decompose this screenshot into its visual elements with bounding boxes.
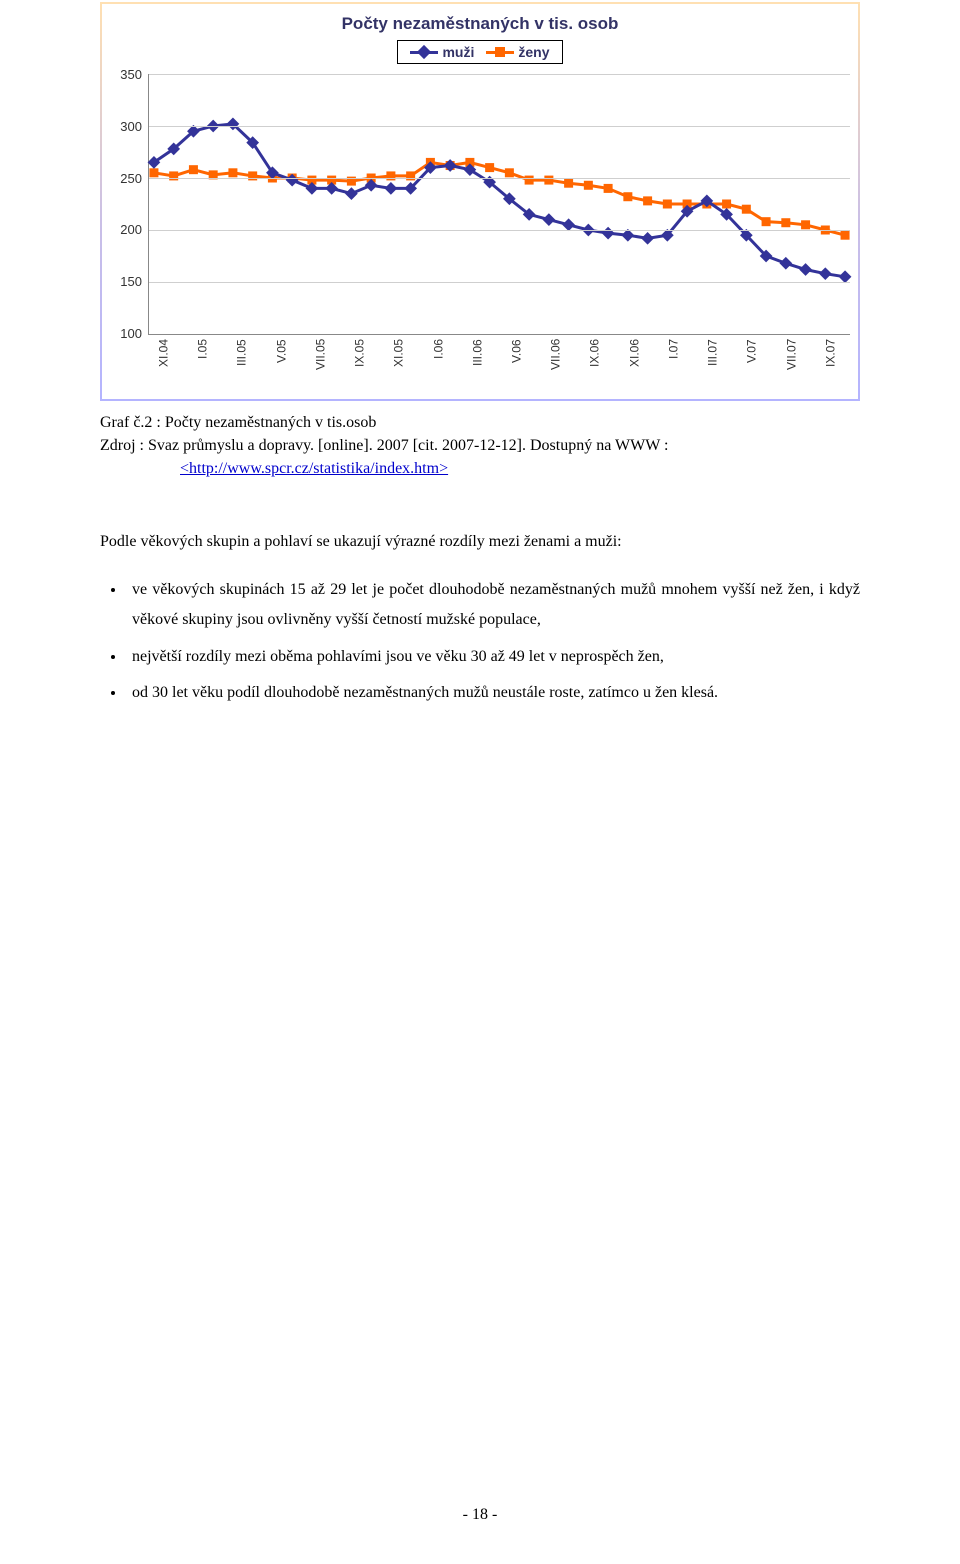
x-tick-label: V.07: [732, 339, 771, 389]
y-tick-label: 200: [106, 223, 142, 224]
x-tick-label: XI.06: [615, 339, 654, 389]
x-tick-label: V.06: [497, 339, 536, 389]
x-tick-label: VII.05: [301, 339, 340, 389]
page-number: - 18 -: [0, 1506, 960, 1524]
body-intro: Podle věkových skupin a pohlaví se ukazu…: [100, 527, 860, 557]
chart-caption: Graf č.2 : Počty nezaměstnaných v tis.os…: [100, 411, 860, 481]
bullet-item: ve věkových skupinách 15 až 29 let je po…: [126, 575, 860, 636]
x-tick-label: III.06: [458, 339, 497, 389]
y-tick-label: 100: [106, 327, 142, 328]
caption-link[interactable]: <http://www.spcr.cz/statistika/index.htm…: [180, 460, 448, 477]
x-tick-label: XI.05: [379, 339, 418, 389]
caption-title: Počty nezaměstnaných v tis.osob: [165, 414, 377, 431]
x-tick-label: XI.04: [144, 339, 183, 389]
x-tick-label: IX.05: [340, 339, 379, 389]
plot-area: [148, 74, 850, 335]
legend: muži ženy: [102, 40, 858, 64]
x-tick-label: VII.06: [536, 339, 575, 389]
y-tick-label: 300: [106, 120, 142, 121]
x-axis: XI.04I.05III.05V.05VII.05IX.05XI.05I.06I…: [144, 335, 858, 399]
x-tick-label: I.05: [183, 339, 222, 389]
legend-item: muži: [410, 44, 474, 60]
legend-item: ženy: [486, 44, 549, 60]
y-tick-label: 250: [106, 172, 142, 173]
y-axis: 350300250200150100: [106, 74, 148, 334]
caption-prefix: Graf č.2 :: [100, 414, 165, 431]
legend-label: muži: [442, 44, 474, 60]
x-tick-label: III.07: [693, 339, 732, 389]
x-tick-label: V.05: [262, 339, 301, 389]
x-tick-label: VII.07: [772, 339, 811, 389]
caption-source-prefix: Zdroj :: [100, 437, 148, 454]
bullet-item: největší rozdíly mezi oběma pohlavími js…: [126, 642, 860, 672]
x-tick-label: IX.07: [811, 339, 850, 389]
x-tick-label: IX.06: [575, 339, 614, 389]
caption-source-text: Svaz průmyslu a dopravy. [online]. 2007 …: [148, 437, 669, 454]
x-tick-label: I.06: [419, 339, 458, 389]
bullet-item: od 30 let věku podíl dlouhodobě nezaměst…: [126, 678, 860, 708]
chart-title: Počty nezaměstnaných v tis. osob: [102, 4, 858, 40]
y-tick-label: 350: [106, 68, 142, 69]
legend-label: ženy: [518, 44, 549, 60]
y-tick-label: 150: [106, 275, 142, 276]
x-tick-label: III.05: [222, 339, 261, 389]
chart-container: Počty nezaměstnaných v tis. osob muži žen…: [100, 2, 860, 401]
bullet-list: ve věkových skupinách 15 až 29 let je po…: [126, 575, 860, 709]
x-tick-label: I.07: [654, 339, 693, 389]
